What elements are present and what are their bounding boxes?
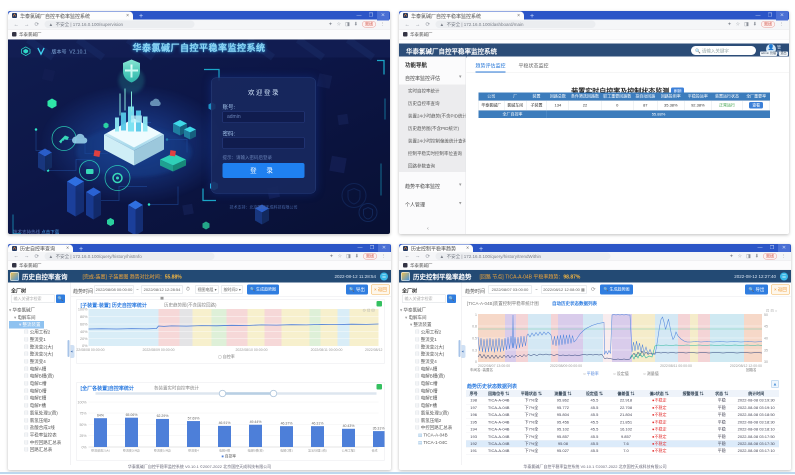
- svg-text:65.06%: 65.06%: [126, 413, 138, 417]
- svg-text:○ 设定值: ○ 设定值: [613, 370, 629, 376]
- svg-text:100%: 100%: [78, 401, 87, 405]
- svg-text:回路名: 回路名: [746, 367, 757, 372]
- svg-text:车间名: 装置名: 车间名: 装置名: [470, 367, 493, 372]
- svg-text:整流变1(4续): 整流变1(4续): [154, 448, 171, 453]
- svg-text:80%: 80%: [80, 315, 88, 319]
- svg-text:100%: 100%: [78, 308, 88, 312]
- svg-text:62.29%: 62.29%: [157, 414, 169, 418]
- svg-text:64%: 64%: [97, 414, 104, 418]
- svg-text:2022/08/10 00:00:00: 2022/08/10 00:00:00: [235, 348, 267, 352]
- svg-text:◻ 自控率: ◻ 自控率: [218, 353, 234, 359]
- svg-text:30: 30: [764, 360, 768, 364]
- svg-text:46.31%: 46.31%: [312, 422, 324, 426]
- svg-text:⊙ ⊡ ⊟: ⊙ ⊡ ⊟: [363, 308, 375, 313]
- svg-text:20%: 20%: [80, 337, 88, 341]
- svg-text:整流装置2(大): 整流装置2(大): [91, 448, 110, 453]
- svg-text:45: 45: [764, 325, 768, 329]
- svg-text:2022/08/09 00:00:00: 2022/08/09 00:00:00: [550, 364, 582, 368]
- svg-text:75%: 75%: [79, 412, 86, 416]
- svg-text:2022/08/11 00:00:00: 2022/08/11 00:00:00: [311, 348, 343, 352]
- svg-text:46.37%: 46.37%: [281, 422, 293, 426]
- svg-text:0%: 0%: [81, 446, 86, 450]
- svg-text:整流变4: 整流变4: [188, 448, 199, 453]
- svg-text:整流变2(4续): 整流变2(4续): [123, 448, 140, 453]
- svg-text:40%: 40%: [80, 330, 88, 334]
- svg-text:○ 平稳率: ○ 平稳率: [583, 370, 599, 376]
- svg-text:50: 50: [764, 313, 768, 317]
- svg-text:2022/08/08 00:00:00: 2022/08/08 00:00:00: [77, 348, 105, 352]
- svg-text:0.3: 0.3: [472, 349, 477, 353]
- svg-text:1: 1: [475, 313, 477, 317]
- svg-text:2022/08/12: 2022/08/12: [365, 348, 383, 352]
- svg-text:氯氢处理1(费): 氯氢处理1(费): [308, 448, 327, 453]
- svg-text:60%: 60%: [80, 323, 88, 327]
- svg-text:0: 0: [475, 360, 477, 364]
- svg-text:35.31%: 35.31%: [373, 427, 385, 431]
- svg-text:0.8: 0.8: [472, 325, 477, 329]
- svg-text:50%: 50%: [79, 423, 86, 427]
- svg-text:2022/08/11 00:00:00: 2022/08/11 00:00:00: [660, 364, 692, 368]
- svg-text:公用工程2: 公用工程2: [342, 448, 356, 453]
- svg-text:电解C槽1: 电解C槽1: [280, 448, 293, 453]
- svg-text:49.44%: 49.44%: [250, 420, 262, 424]
- svg-text:35: 35: [764, 349, 768, 353]
- svg-text:○ 测量值: ○ 测量值: [643, 370, 659, 376]
- svg-text:■ 自控率: ■ 自控率: [222, 454, 237, 459]
- svg-text:⊡ ⊟ ○: ⊡ ⊟ ○: [766, 308, 778, 313]
- svg-text:2022/08/12 12:00:00: 2022/08/12 12:00:00: [730, 364, 762, 368]
- svg-text:电解A槽: 电解A槽: [219, 448, 230, 453]
- svg-text:0.5: 0.5: [472, 337, 477, 341]
- svg-text:电解B槽(费): 电解B槽(费): [248, 448, 264, 453]
- svg-text:46.91%: 46.91%: [219, 421, 231, 425]
- svg-text:0%: 0%: [82, 344, 88, 348]
- svg-text:25%: 25%: [79, 434, 86, 438]
- svg-text:合成: 合成: [371, 448, 377, 453]
- svg-text:40: 40: [764, 337, 768, 341]
- svg-text:57.69%: 57.69%: [188, 417, 200, 421]
- svg-text:40.43%: 40.43%: [343, 424, 355, 428]
- svg-text:2022/08/09 00:00:00: 2022/08/09 00:00:00: [142, 348, 174, 352]
- svg-text:2022/08/07 13:00:00: 2022/08/07 13:00:00: [478, 364, 510, 368]
